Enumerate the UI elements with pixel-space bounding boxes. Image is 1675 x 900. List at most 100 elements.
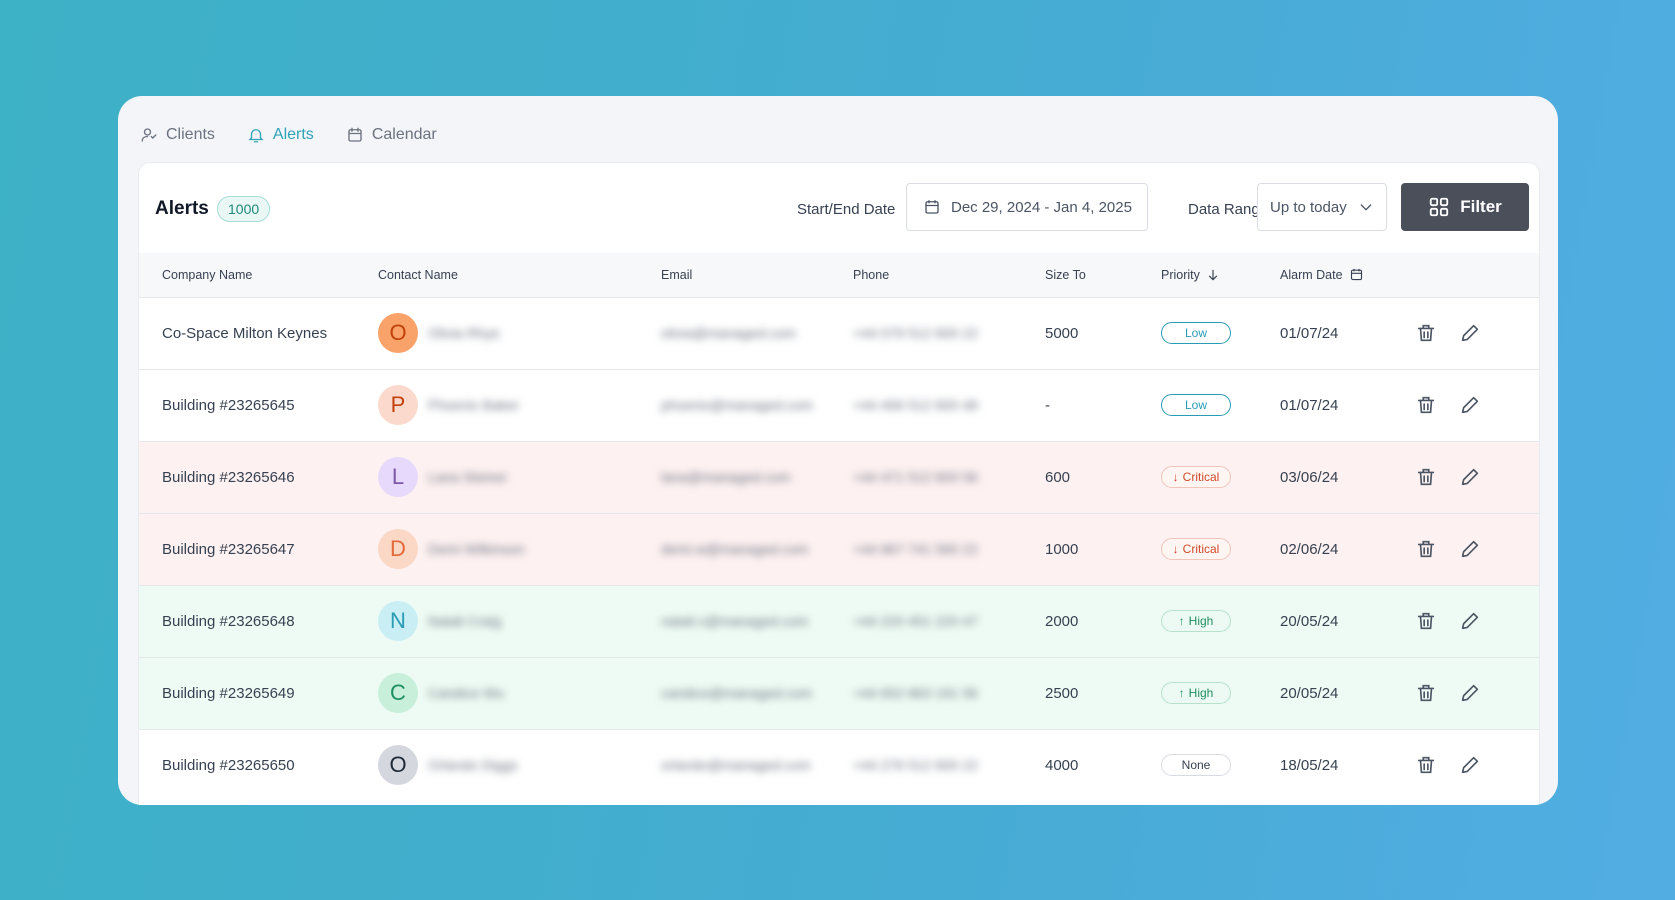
pencil-icon[interactable]	[1459, 682, 1481, 704]
actions-cell	[1415, 729, 1539, 801]
pencil-icon[interactable]	[1459, 754, 1481, 776]
table-row[interactable]: Building #23265649 C Candice Wu candice@…	[139, 657, 1539, 729]
priority-badge: ↑ High	[1161, 682, 1231, 704]
table-row[interactable]: Building #23265650 O Orlando Diggs orlan…	[139, 729, 1539, 801]
phone-cell: +44 079 512 600 22	[853, 297, 1045, 369]
alarm-date: 01/07/24	[1280, 324, 1339, 342]
phone-cell: +44 867 741 560 22	[853, 513, 1045, 585]
tab-clients[interactable]: Clients	[140, 126, 215, 144]
calendar-icon	[1350, 269, 1362, 281]
avatar: P	[378, 385, 418, 425]
phone-cell: +44 276 512 600 22	[853, 729, 1045, 801]
pencil-icon[interactable]	[1459, 610, 1481, 632]
arrow-up-icon: ↑	[1178, 686, 1185, 700]
contact-cell: O Olivia Rhye	[378, 297, 661, 369]
count-badge: 1000	[217, 196, 271, 222]
alerts-table: Company Name Contact Name Email Phone Si…	[139, 253, 1539, 801]
actions-cell	[1415, 585, 1539, 657]
phone-cell: +44 471 512 600 56	[853, 441, 1045, 513]
pencil-icon[interactable]	[1459, 538, 1481, 560]
avatar: D	[378, 529, 418, 569]
date-range-value: Dec 29, 2024 - Jan 4, 2025	[951, 198, 1132, 216]
table-row[interactable]: Building #23265648 N Natali Craig natali…	[139, 585, 1539, 657]
phone: +44 220 451 220 47	[853, 612, 978, 629]
priority-label: Critical	[1182, 542, 1220, 556]
email: demi.w@managed.com	[661, 540, 809, 557]
phone-cell: +44 220 451 220 47	[853, 585, 1045, 657]
col-company: Company Name	[162, 267, 253, 282]
priority-label: High	[1188, 686, 1214, 700]
pencil-icon[interactable]	[1459, 394, 1481, 416]
priority-cell: ↓ Critical	[1161, 513, 1280, 585]
col-priority-label: Priority	[1161, 267, 1200, 282]
trash-icon[interactable]	[1415, 682, 1437, 704]
phone: +44 276 512 600 22	[853, 756, 978, 773]
contact-name: Candice Wu	[428, 685, 505, 701]
range-label: Data Range	[1188, 201, 1269, 218]
table-row[interactable]: Building #23265645 P Phoenix Baker phoen…	[139, 369, 1539, 441]
company-name: Co-Space Milton Keynes	[162, 324, 328, 342]
email: lana@managed.com	[661, 468, 791, 485]
table-row[interactable]: Co-Space Milton Keynes O Olivia Rhye oli…	[139, 297, 1539, 369]
arrow-up-icon: ↑	[1178, 614, 1185, 628]
priority-label: Low	[1184, 398, 1207, 412]
col-email: Email	[661, 267, 693, 282]
priority-badge: None	[1161, 754, 1231, 777]
col-alarm-label: Alarm Date	[1280, 267, 1343, 282]
arrow-down-icon	[1208, 269, 1217, 281]
company-name: Building #23265648	[162, 612, 295, 630]
tab-label: Alerts	[272, 126, 314, 143]
tab-label: Clients	[166, 126, 215, 143]
actions-cell	[1415, 369, 1539, 441]
contact-name: Phoenix Baker	[428, 397, 520, 413]
contact-cell: C Candice Wu	[378, 657, 661, 729]
contact-cell: O Orlando Diggs	[378, 729, 661, 801]
data-range-select[interactable]: Up to today	[1257, 183, 1387, 231]
priority-badge: ↑ High	[1161, 610, 1231, 632]
size-to: 600	[1045, 468, 1071, 486]
trash-icon[interactable]	[1415, 394, 1437, 416]
alarm-date: 03/06/24	[1280, 468, 1339, 486]
tab-calendar[interactable]: Calendar	[346, 126, 437, 144]
col-contact: Contact Name	[378, 267, 458, 282]
trash-icon[interactable]	[1415, 322, 1437, 344]
date-label: Start/End Date	[797, 201, 896, 218]
alarm-date: 02/06/24	[1280, 540, 1339, 558]
email-cell: demi.w@managed.com	[661, 513, 853, 585]
date-range-picker[interactable]: Dec 29, 2024 - Jan 4, 2025	[906, 183, 1148, 231]
contact-name: Olivia Rhye	[428, 325, 500, 341]
tab-alerts[interactable]: Alerts	[247, 126, 314, 144]
contact-cell: N Natali Craig	[378, 585, 661, 657]
table-row[interactable]: Building #23265647 D Demi Wilkinson demi…	[139, 513, 1539, 585]
alerts-card: Clients Alerts Calendar Alerts 1000 Star…	[118, 96, 1558, 805]
trash-icon[interactable]	[1415, 754, 1437, 776]
pencil-icon[interactable]	[1459, 322, 1481, 344]
col-actions	[1415, 253, 1539, 297]
company-name: Building #23265649	[162, 684, 295, 702]
phone: +44 867 741 560 22	[853, 540, 978, 557]
pencil-icon[interactable]	[1459, 466, 1481, 488]
priority-badge: Low	[1161, 394, 1231, 416]
table-row[interactable]: Building #23265646 L Lana Steiner lana@m…	[139, 441, 1539, 513]
trash-icon[interactable]	[1415, 466, 1437, 488]
email: phoenix@managed.com	[661, 396, 813, 413]
avatar: L	[378, 457, 418, 497]
trash-icon[interactable]	[1415, 610, 1437, 632]
email-cell: natali.c@managed.com	[661, 585, 853, 657]
size-to: 4000	[1045, 756, 1079, 774]
trash-icon[interactable]	[1415, 538, 1437, 560]
filter-button[interactable]: Filter	[1401, 183, 1529, 231]
email-cell: lana@managed.com	[661, 441, 853, 513]
company-name: Building #23265646	[162, 468, 295, 486]
col-alarm-date[interactable]: Alarm Date	[1280, 253, 1415, 297]
size-to: 2000	[1045, 612, 1079, 630]
users-icon	[141, 128, 157, 142]
phone-cell: +44 652 863 191 56	[853, 657, 1045, 729]
priority-cell: Low	[1161, 297, 1280, 369]
priority-label: None	[1181, 758, 1211, 773]
col-priority[interactable]: Priority	[1161, 253, 1280, 297]
priority-badge: ↓ Critical	[1161, 538, 1231, 560]
contact-name: Demi Wilkinson	[428, 541, 525, 557]
avatar: N	[378, 601, 418, 641]
page-title: Alerts	[155, 198, 209, 219]
